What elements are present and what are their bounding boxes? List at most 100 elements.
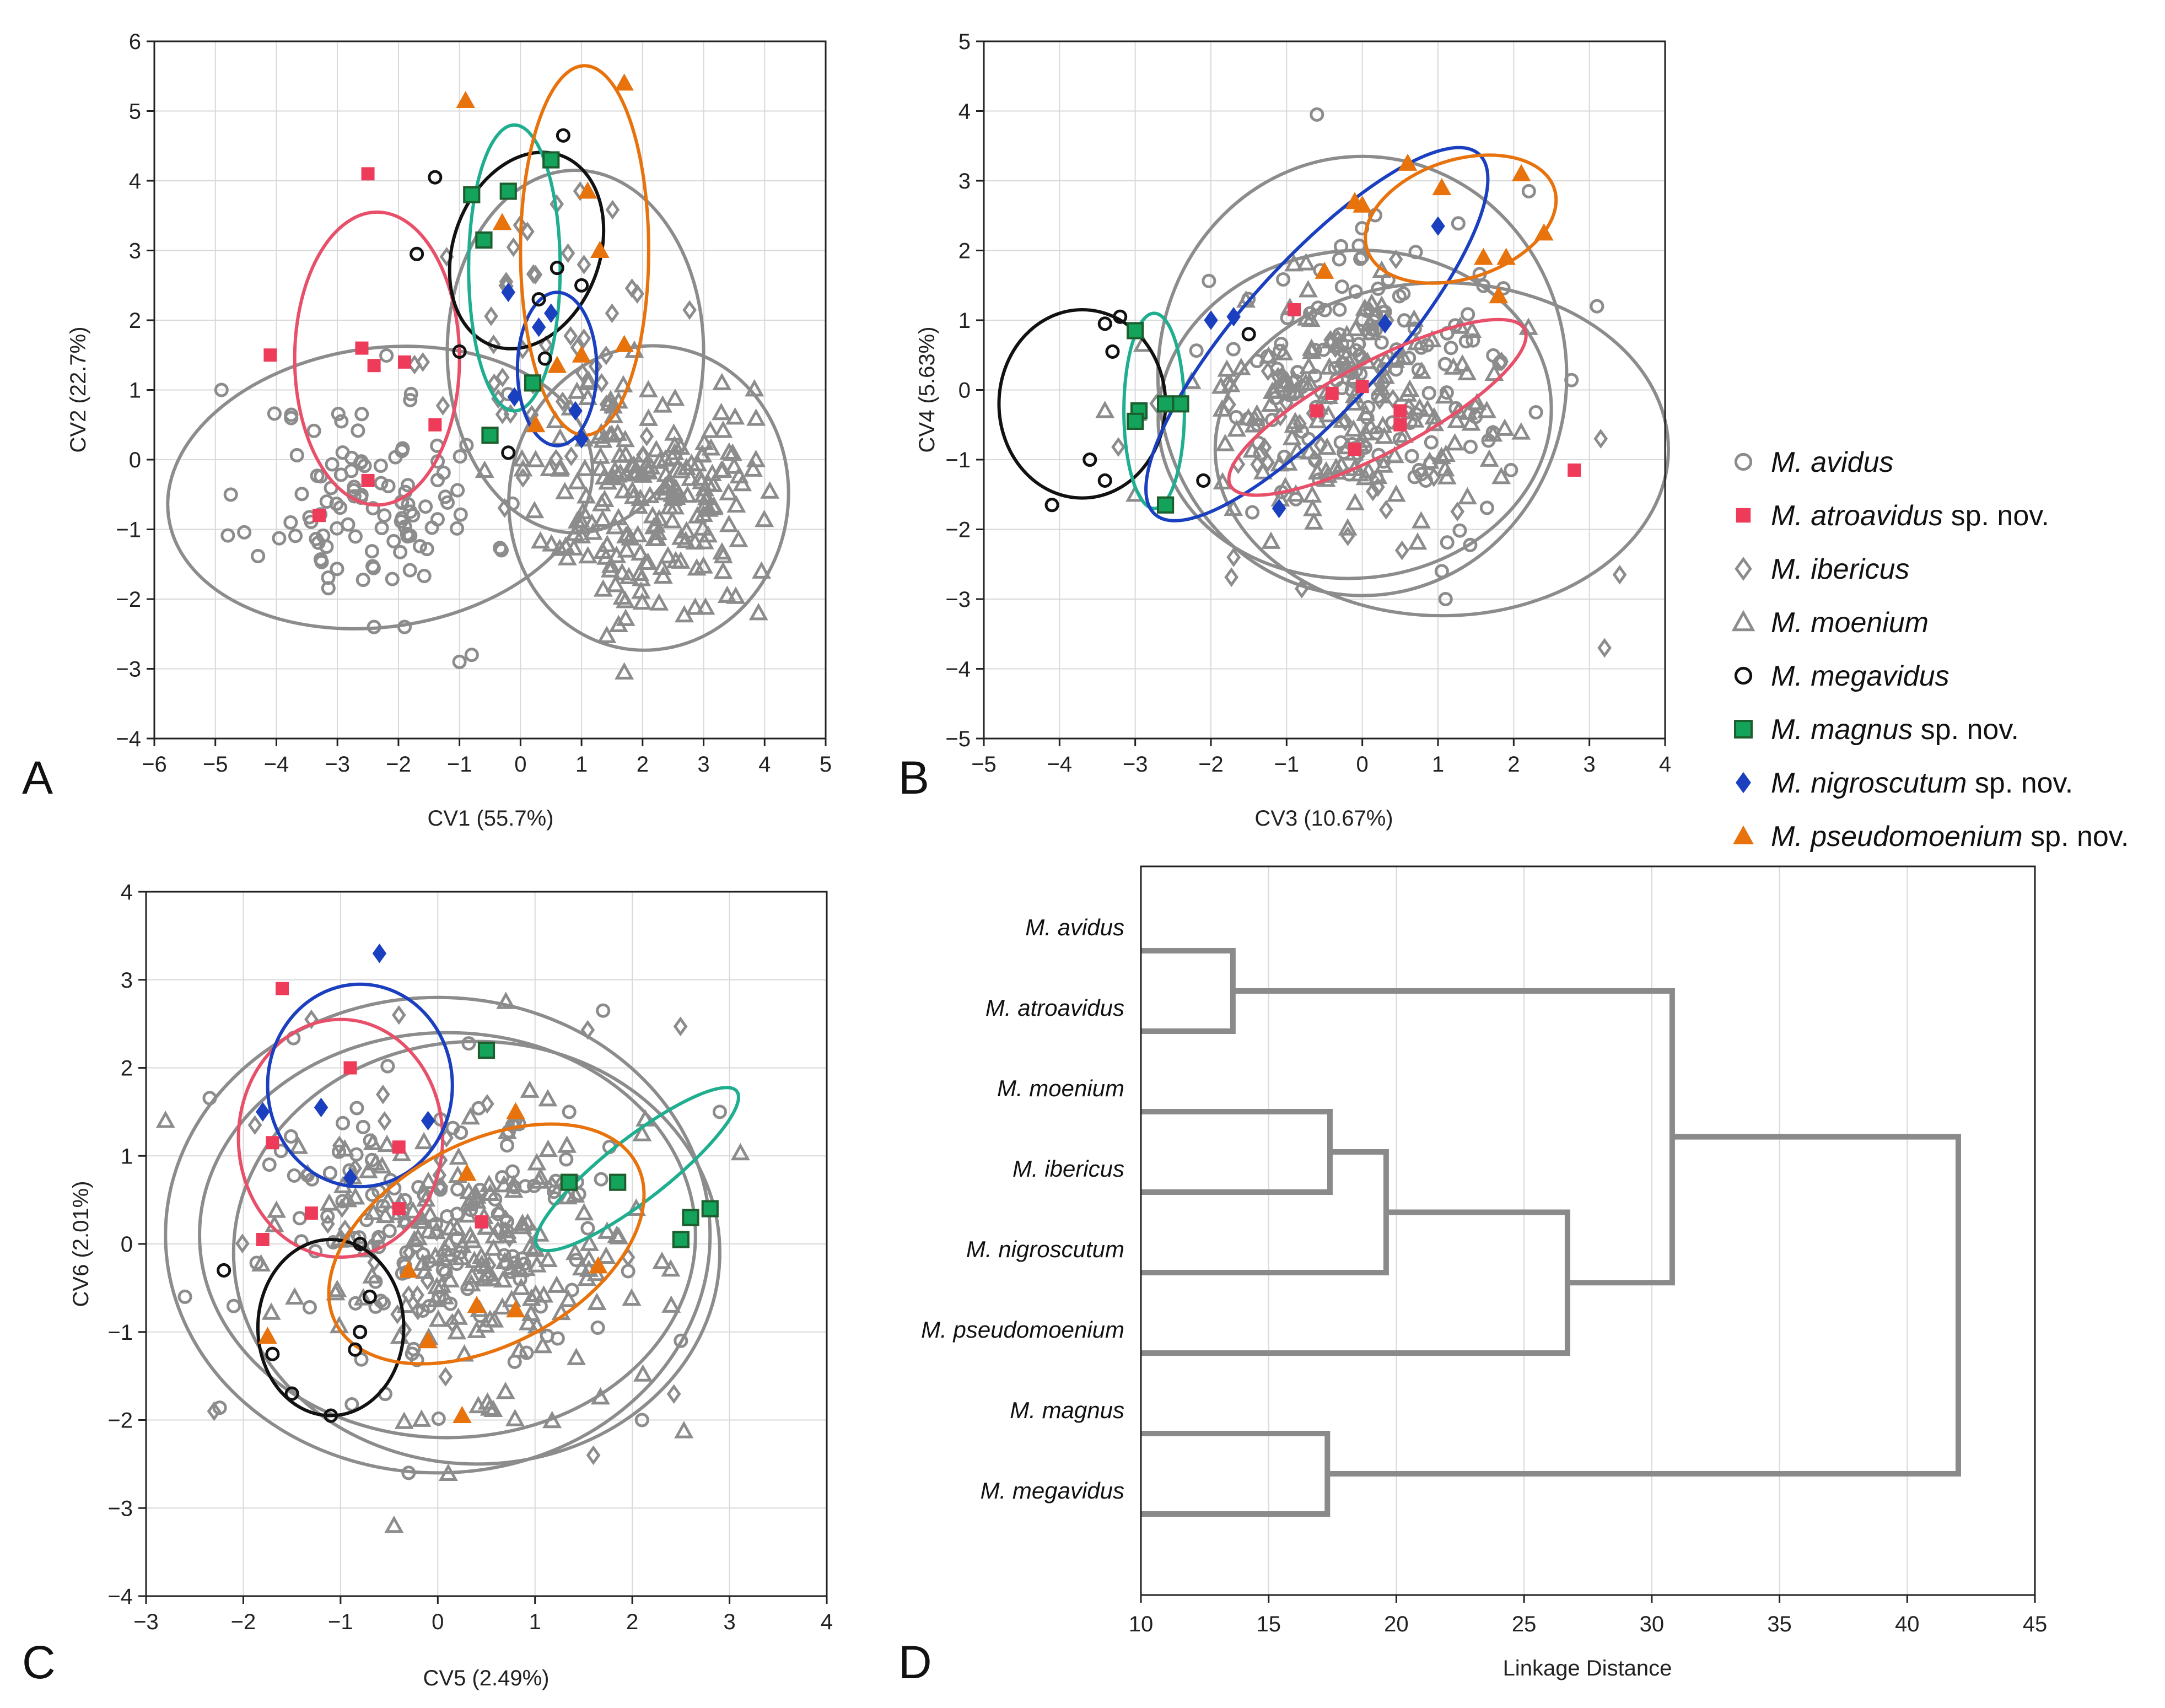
point-gray-diamond: [561, 243, 575, 263]
point-gray-circle: [251, 548, 266, 564]
x-axis-label: CV1 (55.7%): [428, 806, 554, 831]
x-tick-label: 2: [1507, 752, 1520, 777]
point-gray-triangle: [557, 1135, 577, 1153]
point-gray-triangle: [567, 1348, 586, 1365]
point-gray-triangle: [513, 459, 533, 477]
y-tick-label: 4: [958, 100, 971, 124]
point-gray-triangle: [638, 380, 658, 397]
point-m-megavidus: [353, 1324, 368, 1339]
point-gray-diamond: [480, 1093, 494, 1114]
point-m-atroavidus: [304, 1206, 318, 1220]
y-tick-label: −5: [945, 727, 971, 751]
point-gray-triangle: [1495, 418, 1515, 436]
point-gray-triangle: [558, 1289, 578, 1307]
y-tick-label: 2: [121, 1057, 133, 1081]
point-gray-circle: [330, 521, 344, 536]
y-tick-label: −1: [116, 518, 141, 542]
point-m-megavidus: [1196, 473, 1211, 488]
point-gray-triangle: [1477, 400, 1497, 418]
point-gray-triangle: [403, 1201, 423, 1219]
point-gray-triangle: [1261, 531, 1281, 549]
legend-item-label: M. atroavidus sp. nov.: [1771, 500, 2049, 532]
point-gray-diamond: [1261, 452, 1275, 473]
point-gray-circle: [559, 1152, 574, 1167]
point-gray-circle: [1528, 405, 1543, 420]
point-gray-circle: [237, 525, 252, 540]
point-m-pseudomoenium: [1474, 247, 1493, 265]
point-gray-triangle: [631, 543, 650, 561]
legend-item-label: M. pseudomoenium sp. nov.: [1771, 821, 2129, 853]
point-gray-triangle: [471, 1246, 491, 1264]
point-gray-triangle: [521, 1288, 541, 1306]
point-gray-triangle: [1304, 512, 1324, 530]
point-gray-circle: [505, 1164, 520, 1179]
point-gray-triangle: [496, 1381, 515, 1399]
point-gray-triangle: [1479, 449, 1499, 467]
point-gray-circle: [214, 382, 229, 397]
point-m-megavidus: [1097, 473, 1112, 488]
point-gray-triangle: [492, 1297, 512, 1315]
point-gray-circle: [1189, 343, 1204, 358]
point-gray-circle: [1280, 310, 1295, 326]
dendrogram-leaf-label: M. nigroscutum: [966, 1236, 1124, 1262]
point-gray-triangle: [725, 407, 745, 425]
point-gray-triangle: [440, 1270, 460, 1287]
point-gray-circle: [403, 392, 418, 407]
point-gray-circle: [430, 472, 445, 488]
point-gray-triangle: [447, 1219, 467, 1236]
point-gray-triangle: [616, 608, 636, 626]
x-tick-label: 4: [821, 1610, 833, 1634]
point-m-pseudomoenium: [492, 213, 512, 230]
point-gray-triangle: [518, 1213, 537, 1231]
y-tick-label: 3: [129, 239, 141, 263]
panel-letter-c: C: [22, 1636, 56, 1688]
point-m-pseudomoenium: [615, 335, 634, 352]
point-m-pseudomoenium: [457, 1163, 477, 1181]
point-gray-circle: [1348, 284, 1363, 299]
point-m-nigroscutum: [568, 401, 583, 421]
point-gray-diamond: [235, 1233, 250, 1254]
point-gray-triangle: [1317, 437, 1337, 455]
point-gray-triangle: [378, 1190, 398, 1209]
point-gray-triangle: [1262, 381, 1282, 399]
point-gray-triangle: [601, 555, 621, 573]
point-gray-triangle: [1278, 371, 1297, 389]
dendrogram-leaf-label: M. atroavidus: [985, 995, 1124, 1021]
point-m-megavidus: [501, 445, 516, 460]
confidence-ellipse: [467, 123, 562, 413]
point-m-nigroscutum: [1378, 314, 1392, 334]
point-gray-triangle: [1274, 343, 1294, 360]
point-gray-triangle: [1215, 434, 1235, 451]
point-gray-circle: [321, 570, 336, 585]
point-m-nigroscutum: [574, 429, 589, 449]
point-gray-triangle: [525, 500, 545, 519]
point-gray-diamond: [1111, 437, 1125, 457]
point-gray-triangle: [607, 1225, 627, 1243]
point-gray-triangle: [574, 1203, 594, 1221]
point-gray-triangle: [483, 1238, 503, 1256]
point-gray-triangle: [1344, 367, 1364, 385]
point-m-magnus: [682, 1209, 699, 1226]
point-gray-circle: [374, 520, 389, 536]
point-gray-triangle: [1303, 498, 1323, 516]
point-gray-circle: [294, 487, 309, 502]
y-tick-label: −4: [116, 727, 141, 751]
point-gray-triangle: [411, 1211, 430, 1229]
point-gray-circle: [464, 648, 479, 662]
point-gray-triangle: [595, 489, 615, 507]
point-gray-triangle: [615, 590, 635, 608]
point-gray-triangle: [666, 551, 686, 569]
point-gray-triangle: [363, 1133, 383, 1150]
point-gray-triangle: [663, 488, 683, 507]
point-gray-circle: [380, 1059, 395, 1074]
point-gray-triangle: [509, 1340, 529, 1358]
point-gray-circle: [507, 1354, 522, 1369]
point-gray-triangle: [319, 1193, 339, 1211]
point-gray-triangle: [479, 1174, 499, 1192]
point-m-atroavidus: [343, 1061, 357, 1075]
point-gray-triangle: [597, 626, 617, 643]
point-m-megavidus: [537, 351, 552, 366]
point-gray-triangle: [415, 1262, 435, 1279]
point-gray-circle: [351, 423, 365, 438]
